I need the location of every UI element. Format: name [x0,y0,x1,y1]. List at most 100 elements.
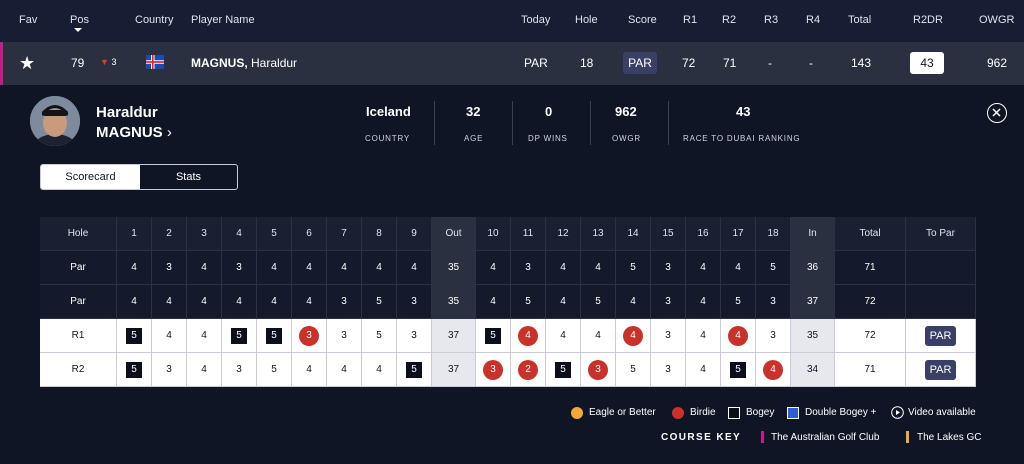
scorecard-cell: 4 [187,353,222,387]
tab-scorecard[interactable]: Scorecard [41,165,140,189]
scorecard-cell: 3 [292,319,327,353]
scorecard-cell: 4 [117,285,152,319]
scorecard-cell: 5 [257,319,292,353]
scorecard-cell: 71 [835,353,906,387]
legend-bogey: Bogey [746,407,775,418]
col-r2dr: R2DR [913,14,943,26]
scorecard-cell: 5 [721,353,756,387]
scorecard-cell: 4 [327,251,362,285]
scorecard-cell: 5 [362,285,397,319]
scorecard-cell: 4 [581,319,616,353]
course-color-bar [906,431,909,443]
leaderboard-header: Fav Pos Country Player Name Today Hole S… [0,0,1024,42]
scorecard-cell: 5 [257,353,292,387]
scorecard-cell: 5 [117,319,152,353]
col-fav: Fav [19,14,38,26]
sort-caret-icon[interactable] [74,28,82,32]
scorecard-cell: 36 [791,251,835,285]
scorecard-col-header: 16 [686,217,721,251]
scorecard-cell: 4 [546,319,581,353]
scorecard-cell: 4 [686,319,721,353]
scorecard-cell: 4 [187,285,222,319]
scorecard-col-header: Out [432,217,476,251]
col-country: Country [135,14,174,26]
scorecard-cell: 3 [756,319,791,353]
r1-value: 72 [682,56,696,70]
scorecard-col-header: 17 [721,217,756,251]
player-avatar [30,96,80,146]
scorecard-cell [906,251,976,285]
course-color-bar [761,431,764,443]
scorecard-cell: PAR [906,353,976,387]
hole-value: 18 [580,56,594,70]
bogey-marker: 5 [126,327,142,344]
scorecard-cell: 5 [546,353,581,387]
scorecard-cell: 2 [511,353,546,387]
birdie-marker: 3 [588,359,608,380]
birdie-marker: 4 [518,325,538,346]
scorecard-cell: 3 [152,251,187,285]
iceland-flag-icon [146,55,164,69]
chevron-right-icon[interactable]: › [166,124,172,141]
scorecard-row-label: Par [40,251,117,285]
scorecard-col-header: 10 [476,217,511,251]
scorecard-row: R2 5 3 4 3 5 4 4 4 5 37 3 2 5 3 5 3 4 5 4 34 71 PAR [40,353,976,387]
stat-age-value: 32 [466,104,481,119]
scorecard-col-header: 6 [292,217,327,251]
scorecard-cell: 5 [581,285,616,319]
today-value: PAR [524,56,548,70]
scorecard-cell: 4 [117,251,152,285]
player-row[interactable]: ★ 79 ▼ 3 MAGNUS, Haraldur PAR 18 72 71 -… [0,42,1024,85]
profile-last-name[interactable]: MAGNUS [96,124,163,141]
profile-last-name-link[interactable]: MAGNUS › [96,124,172,141]
scorecard-cell: 4 [362,353,397,387]
bogey-marker: 5 [266,327,282,344]
birdie-legend-swatch [672,407,684,419]
course-key-lakes: The Lakes GC [917,432,982,443]
scorecard-cell: 3 [651,353,686,387]
scorecard-col-header: Hole [40,217,117,251]
close-button[interactable] [987,103,1007,123]
scorecard-cell: 4 [397,251,432,285]
tab-stats[interactable]: Stats [175,171,202,183]
profile-first-name: Haraldur [96,104,158,121]
bogey-marker: 5 [231,327,247,344]
scorecard-col-header: 4 [222,217,257,251]
bogey-legend-swatch [728,407,740,419]
scorecard-cell: 35 [432,251,476,285]
r4-value: - [809,56,813,70]
bogey-marker: 5 [485,327,501,344]
stat-dpwins-label: DP WINS [528,134,568,143]
stat-age-label: AGE [464,134,484,143]
scorecard-cell: 4 [257,285,292,319]
favorite-star-icon[interactable]: ★ [19,53,36,73]
birdie-marker: 2 [518,359,538,380]
scorecard-cell: 3 [222,353,257,387]
col-r2: R2 [722,14,737,26]
scorecard-cell: 35 [432,285,476,319]
stat-rtd-label: RACE TO DUBAI RANKING [683,134,801,143]
scorecard-row-label: Par [40,285,117,319]
scorecard-col-header: 14 [616,217,651,251]
player-last-name[interactable]: MAGNUS, [191,56,248,70]
scorecard-cell: 3 [476,353,511,387]
scorecard-cell: 4 [222,285,257,319]
scorecard-cell: 4 [152,319,187,353]
legend-eagle: Eagle or Better [589,407,656,418]
scorecard-cell: 4 [721,251,756,285]
player-first-name[interactable]: Haraldur [251,56,298,70]
close-icon[interactable] [988,104,1005,121]
to-par-badge: PAR [924,325,957,346]
scorecard-cell: 72 [835,319,906,353]
stat-divider [512,101,513,145]
scorecard-col-header: 1 [117,217,152,251]
scorecard-cell: 4 [616,319,651,353]
scorecard-col-header: 15 [651,217,686,251]
scorecard-col-header: Total [835,217,906,251]
scorecard-cell: 4 [362,251,397,285]
stat-divider [668,101,669,145]
col-hole: Hole [575,14,598,26]
scorecard-cell: 5 [756,251,791,285]
col-pos[interactable]: Pos [70,14,89,26]
profile-tabs: Scorecard Stats [40,164,238,190]
